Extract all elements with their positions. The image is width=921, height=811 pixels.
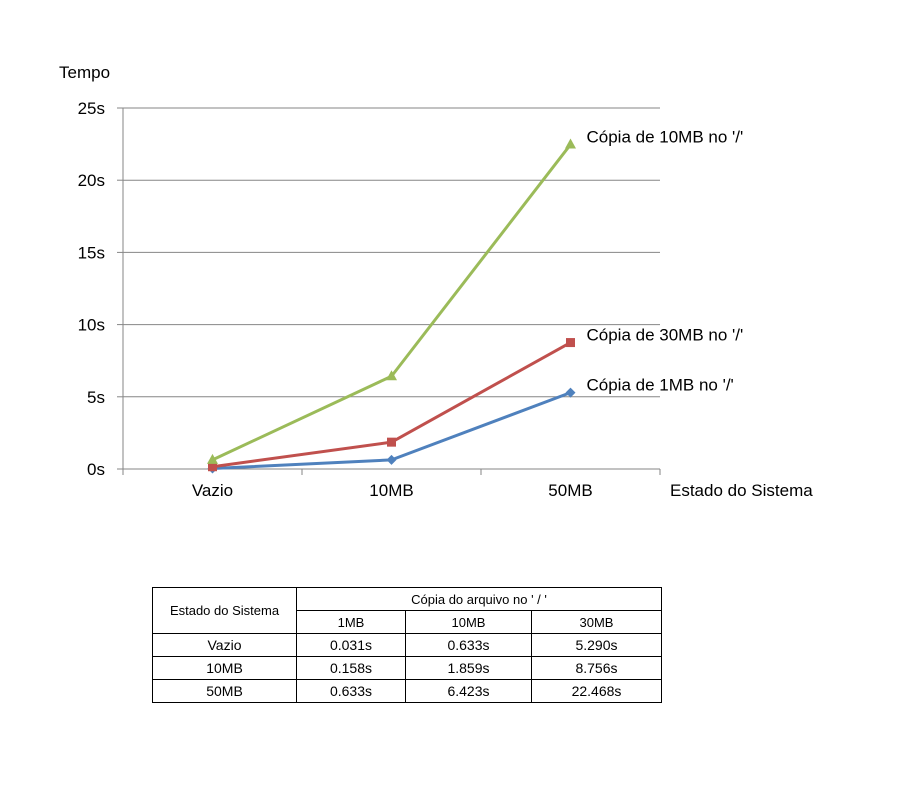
y-axis-label: Tempo bbox=[59, 63, 110, 82]
table-row-label: 10MB bbox=[152, 656, 297, 680]
data-point bbox=[565, 387, 576, 398]
table-cell: 1.859s bbox=[405, 656, 532, 680]
x-tick-label: 50MB bbox=[548, 481, 592, 500]
table-cell: 0.158s bbox=[296, 656, 406, 680]
table-cell: 5.290s bbox=[531, 633, 662, 657]
series-label: Cópia de 1MB no '/' bbox=[587, 376, 734, 395]
table-cell: 22.468s bbox=[531, 679, 662, 703]
y-tick-label: 5s bbox=[87, 388, 105, 407]
table-subheader-row: 1MB 10MB 30MB bbox=[153, 610, 662, 634]
table-group-header: Cópia do arquivo no ' / ' bbox=[296, 587, 662, 611]
table-column-header: 30MB bbox=[531, 610, 662, 634]
table-header-row: Estado do Sistema Cópia do arquivo no ' … bbox=[152, 587, 662, 634]
table-row: 50MB 0.633s 6.423s 22.468s bbox=[152, 679, 662, 703]
results-table: Estado do Sistema Cópia do arquivo no ' … bbox=[152, 587, 662, 703]
y-tick-label: 25s bbox=[78, 99, 105, 118]
data-point bbox=[386, 370, 397, 381]
table-row-header: Estado do Sistema bbox=[152, 587, 297, 634]
table-cell: 0.633s bbox=[405, 633, 532, 657]
table-cell: 0.031s bbox=[296, 633, 406, 657]
data-point bbox=[565, 138, 576, 149]
y-tick-label: 10s bbox=[78, 316, 105, 335]
table-row-label: 50MB bbox=[152, 679, 297, 703]
series-labels: Cópia de 1MB no '/' Cópia de 30MB no '/' C… bbox=[587, 128, 744, 395]
x-axis-label: Estado do Sistema bbox=[670, 481, 813, 500]
series-line bbox=[212, 341, 572, 469]
table-row: 10MB 0.158s 1.859s 8.756s bbox=[152, 656, 662, 680]
table-cell: 6.423s bbox=[405, 679, 532, 703]
table-cell: 8.756s bbox=[531, 656, 662, 680]
x-tick-label: 10MB bbox=[369, 481, 413, 500]
data-point bbox=[386, 454, 397, 465]
series-lines bbox=[207, 138, 576, 474]
data-point bbox=[208, 462, 217, 472]
table-column-header: 1MB bbox=[296, 610, 406, 634]
y-tick-label: 15s bbox=[78, 243, 105, 262]
table-row-label: Vazio bbox=[152, 633, 297, 657]
series-label: Cópia de 30MB no '/' bbox=[587, 326, 744, 345]
x-tick-label: Vazio bbox=[192, 481, 233, 500]
grid-lines bbox=[123, 107, 660, 398]
axes: 0s 5s 10s 15s 20s 25s Vazio 10MB 50MB bbox=[78, 99, 661, 500]
table-column-header: 10MB bbox=[405, 610, 532, 634]
table-cell: 0.633s bbox=[296, 679, 406, 703]
data-point bbox=[387, 437, 396, 447]
line-chart: 0s 5s 10s 15s 20s 25s Vazio 10MB 50MB Tempo Esta… bbox=[59, 63, 813, 500]
data-point bbox=[207, 453, 218, 464]
table-row: Vazio 0.031s 0.633s 5.290s bbox=[152, 633, 662, 657]
y-tick-label: 0s bbox=[87, 460, 105, 479]
data-point bbox=[566, 338, 575, 348]
series-label: Cópia de 10MB no '/' bbox=[587, 128, 744, 147]
y-tick-label: 20s bbox=[78, 171, 105, 190]
